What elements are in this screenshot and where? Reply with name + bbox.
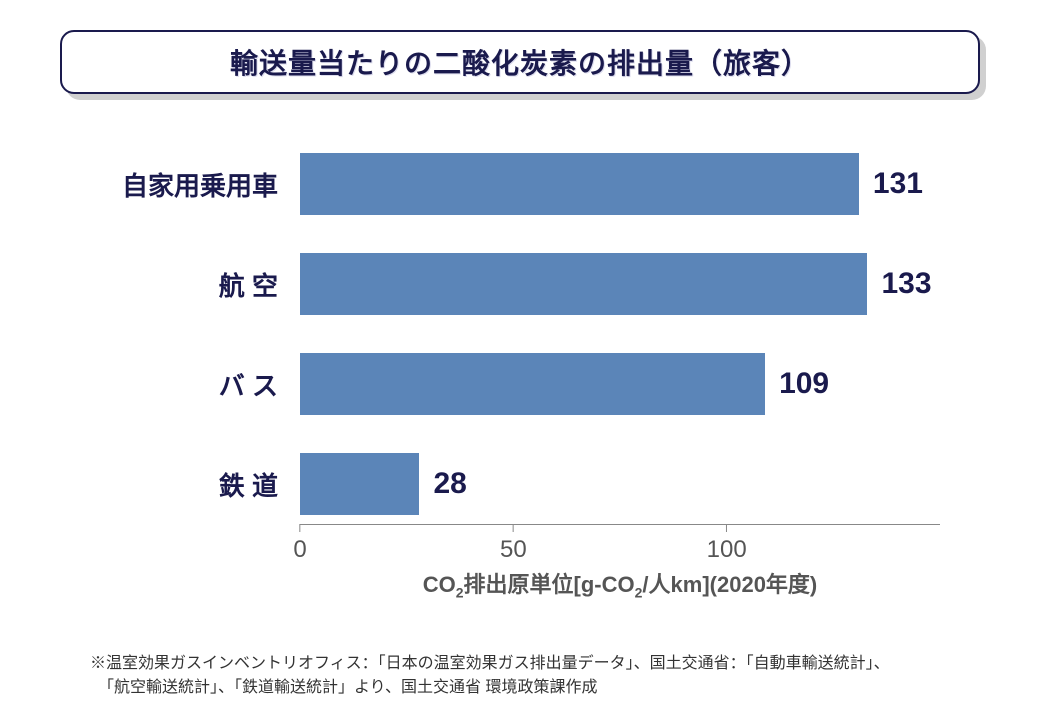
category-label: 自家用乗用車	[90, 166, 290, 203]
xlabel-sub: 2	[456, 584, 464, 600]
value-label: 109	[779, 367, 829, 401]
bar-row: 自家用乗用車131	[300, 134, 940, 234]
page-root: 輸送量当たりの二酸化炭素の排出量（旅客） 自家用乗用車131航 空133バ ス1…	[0, 0, 1040, 720]
x-axis: CO2排出原単位[g-CO2/人km](2020年度) 050100	[300, 524, 940, 564]
xlabel-seg: 排出原単位[g-CO	[464, 572, 635, 597]
value-label: 131	[873, 167, 923, 201]
plot-area: 自家用乗用車131航 空133バ ス109鉄 道28 CO2排出原単位[g-CO…	[300, 124, 940, 564]
category-label: 航 空	[90, 266, 290, 303]
tick-mark	[299, 524, 300, 532]
chart-area: 自家用乗用車131航 空133バ ス109鉄 道28 CO2排出原単位[g-CO…	[100, 124, 1000, 564]
value-label: 28	[433, 467, 466, 501]
chart-title: 輸送量当たりの二酸化炭素の排出量（旅客）	[82, 42, 958, 82]
footnote-line: 「航空輸送統計」、「鉄道輸送統計」より、国土交通省 環境政策課作成	[90, 676, 970, 700]
bar	[300, 453, 419, 515]
bar-row: 鉄 道28	[300, 434, 940, 534]
x-tick: 50	[500, 524, 527, 564]
category-label: バ ス	[90, 366, 290, 403]
category-label: 鉄 道	[90, 466, 290, 503]
tick-label: 50	[500, 536, 527, 564]
title-container: 輸送量当たりの二酸化炭素の排出量（旅客）	[60, 30, 980, 94]
xlabel-seg: /人km](2020年度)	[642, 572, 817, 597]
x-axis-label: CO2排出原単位[g-CO2/人km](2020年度)	[300, 567, 940, 600]
bar	[300, 353, 765, 415]
bar	[300, 153, 859, 215]
bar	[300, 253, 867, 315]
value-label: 133	[881, 267, 931, 301]
tick-label: 100	[707, 536, 747, 564]
bars-container: 自家用乗用車131航 空133バ ス109鉄 道28	[300, 124, 940, 524]
footnote: ※温室効果ガスインベントリオフィス：「日本の温室効果ガス排出量データ」、国土交通…	[90, 652, 970, 700]
title-box: 輸送量当たりの二酸化炭素の排出量（旅客）	[60, 30, 980, 94]
footnote-line: ※温室効果ガスインベントリオフィス：「日本の温室効果ガス排出量データ」、国土交通…	[90, 652, 970, 676]
x-tick: 100	[707, 524, 747, 564]
tick-label: 0	[293, 536, 306, 564]
tick-mark	[726, 524, 727, 532]
tick-mark	[513, 524, 514, 532]
bar-row: 航 空133	[300, 234, 940, 334]
bar-row: バ ス109	[300, 334, 940, 434]
x-tick: 0	[293, 524, 306, 564]
xlabel-seg: CO	[423, 572, 456, 597]
